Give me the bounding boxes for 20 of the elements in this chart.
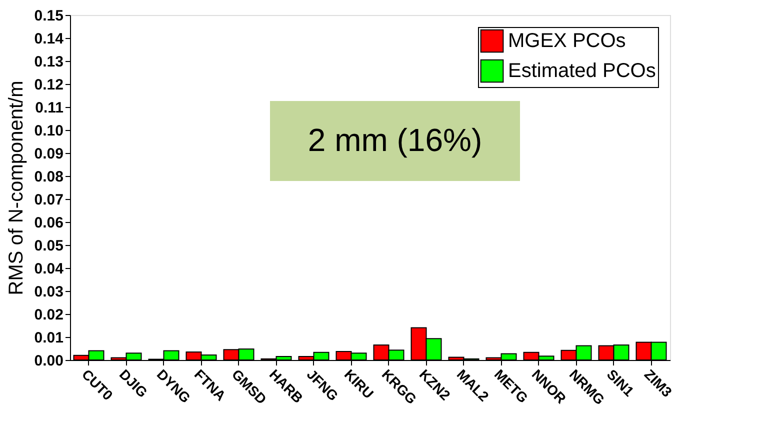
y-tick-label: 0.15 (34, 8, 64, 24)
y-tick-label: 0.04 (34, 260, 64, 278)
y-tick-label: 0.07 (34, 192, 64, 208)
y-tick-label: 0.03 (34, 284, 64, 300)
y-axis-title: RMS of N-component/m (5, 80, 28, 296)
y-tick-label: 0.00 (34, 352, 64, 370)
y-tick-label: 0.02 (34, 306, 64, 324)
y-tick-label: 0.06 (34, 214, 64, 232)
y-tick-label: 0.01 (34, 330, 64, 346)
y-tick-label: 0.11 (35, 100, 64, 116)
y-tick-label: 0.10 (34, 122, 64, 140)
legend-label: Estimated PCOs (508, 60, 656, 82)
y-tick-label: 0.12 (34, 76, 64, 94)
y-tick-label: 0.08 (34, 168, 64, 186)
annotation: 2 mm (16%) (308, 122, 482, 158)
y-tick-label: 0.14 (34, 30, 64, 48)
y-tick-label: 0.09 (34, 146, 64, 162)
y-tick-label: 0.05 (34, 238, 64, 254)
legend-label: MGEX PCOs (508, 30, 626, 52)
y-tick-label: 0.13 (34, 54, 64, 70)
